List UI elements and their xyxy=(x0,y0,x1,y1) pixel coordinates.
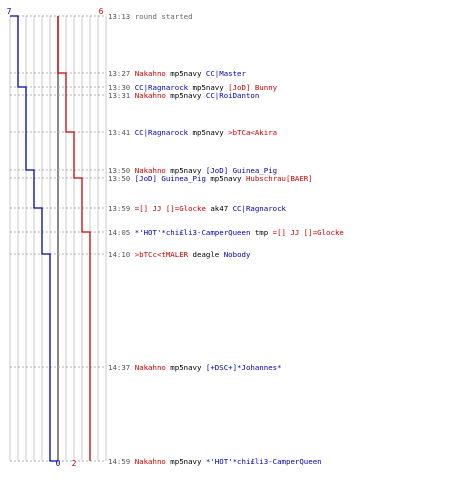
event-text-part: mp5navy xyxy=(166,363,206,372)
event-text-part: Nobody xyxy=(224,250,251,259)
event-text-part: tmp xyxy=(250,228,272,237)
event-time: 14:59 xyxy=(108,457,135,466)
event-time: 13:50 xyxy=(108,174,135,183)
event-label: 13:50 [JoD] Guinea_Pig mp5navy Hubschrau… xyxy=(108,174,313,183)
player-gridlines xyxy=(9,16,107,461)
event-time: 13:50 xyxy=(108,166,135,175)
event-time: 14:10 xyxy=(108,250,135,259)
event-time: 13:59 xyxy=(108,204,135,213)
event-text-part: mp5navy xyxy=(206,174,246,183)
event-label: 14:59 Nakahno mp5navy *'HOT'*chi£li3-Cam… xyxy=(108,457,322,466)
event-label: 14:05 *'HOT'*chi£li3-CamperQueen tmp =[]… xyxy=(108,228,344,237)
event-label: 13:41 CC|Ragnarock mp5navy >bTCa<Akira xyxy=(108,128,277,137)
event-text-part: [+DSC+]*Johannes* xyxy=(206,363,282,372)
event-label: 13:59 =[] JJ []=Glocke ak47 CC|Ragnarock xyxy=(108,204,287,213)
event-time: 13:27 xyxy=(108,69,135,78)
event-label: 13:30 CC|Ragnarock mp5navy [JoD] Bunny xyxy=(108,83,278,92)
event-time: 14:37 xyxy=(108,363,135,372)
event-text-part: *'HOT'*chi£li3-CamperQueen xyxy=(206,457,322,466)
event-text-part: [JoD] Bunny xyxy=(228,83,277,92)
event-label: 13:50 Nakahno mp5navy [JoD] Guinea_Pig xyxy=(108,166,277,175)
event-labels: 13:13 round started 13:27 Nakahno mp5navy… xyxy=(108,12,344,466)
event-time: 14:05 xyxy=(108,228,135,237)
event-text-part: mp5navy xyxy=(166,166,206,175)
event-text-part: >bTCa<Akira xyxy=(228,128,277,137)
event-text-part: Hubschrau[BAER] xyxy=(246,174,313,183)
event-text-part: =[] JJ []=Glocke xyxy=(135,204,207,213)
team-step-lines xyxy=(10,15,91,462)
event-text-part: [JoD] Guinea_Pig xyxy=(206,166,277,175)
event-text-part: ak47 xyxy=(206,204,233,213)
event-label: 13:27 Nakahno mp5navy CC|Master xyxy=(108,69,247,78)
event-text-part: mp5navy xyxy=(166,91,206,100)
event-label: 13:13 round started xyxy=(108,12,193,21)
event-text-part: CC|Ragnarock xyxy=(233,204,287,213)
red-team-step-line xyxy=(57,16,91,461)
event-text-part: [JoD] Guinea_Pig xyxy=(135,174,206,183)
event-label: 14:37 Nakahno mp5navy [+DSC+]*Johannes* xyxy=(108,363,282,372)
event-text-part: *'HOT'*chi£li3-CamperQueen xyxy=(135,228,251,237)
event-text-part: round started xyxy=(135,12,193,21)
event-text-part: mp5navy xyxy=(188,83,228,92)
event-text-part: Nakahno xyxy=(135,69,166,78)
event-time: 13:31 xyxy=(108,91,135,100)
event-text-part: >bTCc<tMALER xyxy=(135,250,189,259)
event-time: 13:13 xyxy=(108,12,135,21)
event-label: 14:10 >bTCc<tMALER deagle Nobody xyxy=(108,250,251,259)
event-text-part: deagle xyxy=(188,250,224,259)
event-label: 13:31 Nakahno mp5navy CC|RoiDanton xyxy=(108,91,259,100)
event-text-part: Nakahno xyxy=(135,91,166,100)
event-time: 13:30 xyxy=(108,83,135,92)
event-text-part: mp5navy xyxy=(166,69,206,78)
event-text-part: mp5navy xyxy=(166,457,206,466)
blue-team-end-count: 0 xyxy=(56,459,61,468)
event-text-part: =[] JJ []=Glocke xyxy=(273,228,345,237)
event-text-part: CC|Master xyxy=(206,69,247,78)
event-text-part: CC|Ragnarock xyxy=(135,83,189,92)
event-text-part: Nakahno xyxy=(135,457,166,466)
blue-team-step-line xyxy=(10,15,58,462)
event-text-part: CC|RoiDanton xyxy=(206,91,259,100)
event-text-part: CC|Ragnarock xyxy=(135,128,189,137)
blue-team-start-count: 7 xyxy=(7,7,12,16)
event-text-part: Nakahno xyxy=(135,166,166,175)
event-text-part: mp5navy xyxy=(188,128,228,137)
event-text-part: Nakahno xyxy=(135,363,166,372)
red-team-end-count: 2 xyxy=(72,459,77,468)
event-time: 13:41 xyxy=(108,128,135,137)
red-team-start-count: 6 xyxy=(99,7,104,16)
